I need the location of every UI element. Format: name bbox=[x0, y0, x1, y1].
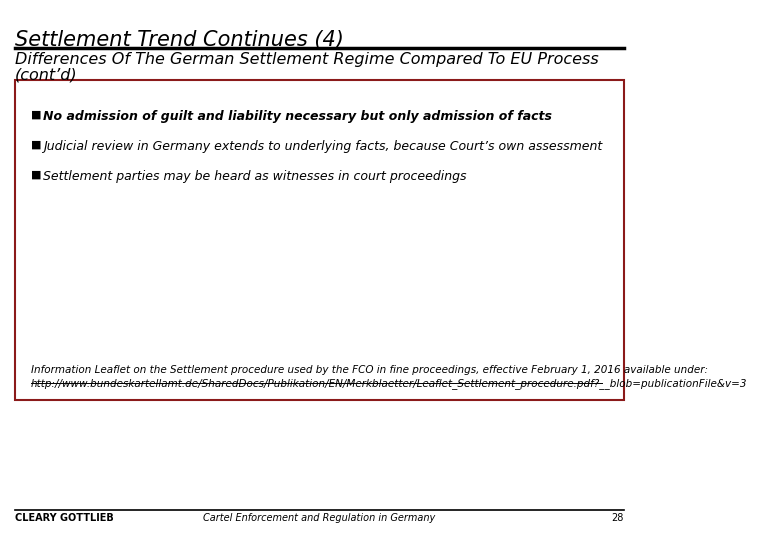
Text: Cartel Enforcement and Regulation in Germany: Cartel Enforcement and Regulation in Ger… bbox=[203, 513, 435, 523]
Text: No admission of guilt and liability necessary but only admission of facts: No admission of guilt and liability nece… bbox=[43, 110, 551, 123]
Text: Judicial review in Germany extends to underlying facts, because Court’s own asse: Judicial review in Germany extends to un… bbox=[43, 140, 602, 153]
Text: Settlement parties may be heard as witnesses in court proceedings: Settlement parties may be heard as witne… bbox=[43, 170, 466, 183]
Text: ■: ■ bbox=[31, 170, 41, 180]
Text: (cont’d): (cont’d) bbox=[15, 68, 77, 83]
Text: Settlement Trend Continues (4): Settlement Trend Continues (4) bbox=[15, 30, 344, 50]
Text: ■: ■ bbox=[31, 140, 41, 150]
Text: 28: 28 bbox=[612, 513, 624, 523]
Text: CLEARY GOTTLIEB: CLEARY GOTTLIEB bbox=[15, 513, 113, 523]
Text: Information Leaflet on the Settlement procedure used by the FCO in fine proceedi: Information Leaflet on the Settlement pr… bbox=[31, 365, 708, 375]
FancyBboxPatch shape bbox=[15, 80, 624, 400]
Text: ■: ■ bbox=[31, 110, 41, 120]
Text: Differences Of The German Settlement Regime Compared To EU Process: Differences Of The German Settlement Reg… bbox=[15, 52, 598, 67]
Text: http://www.bundeskartellamt.de/SharedDocs/Publikation/EN/Merkblaetter/Leaflet_Se: http://www.bundeskartellamt.de/SharedDoc… bbox=[31, 378, 747, 389]
